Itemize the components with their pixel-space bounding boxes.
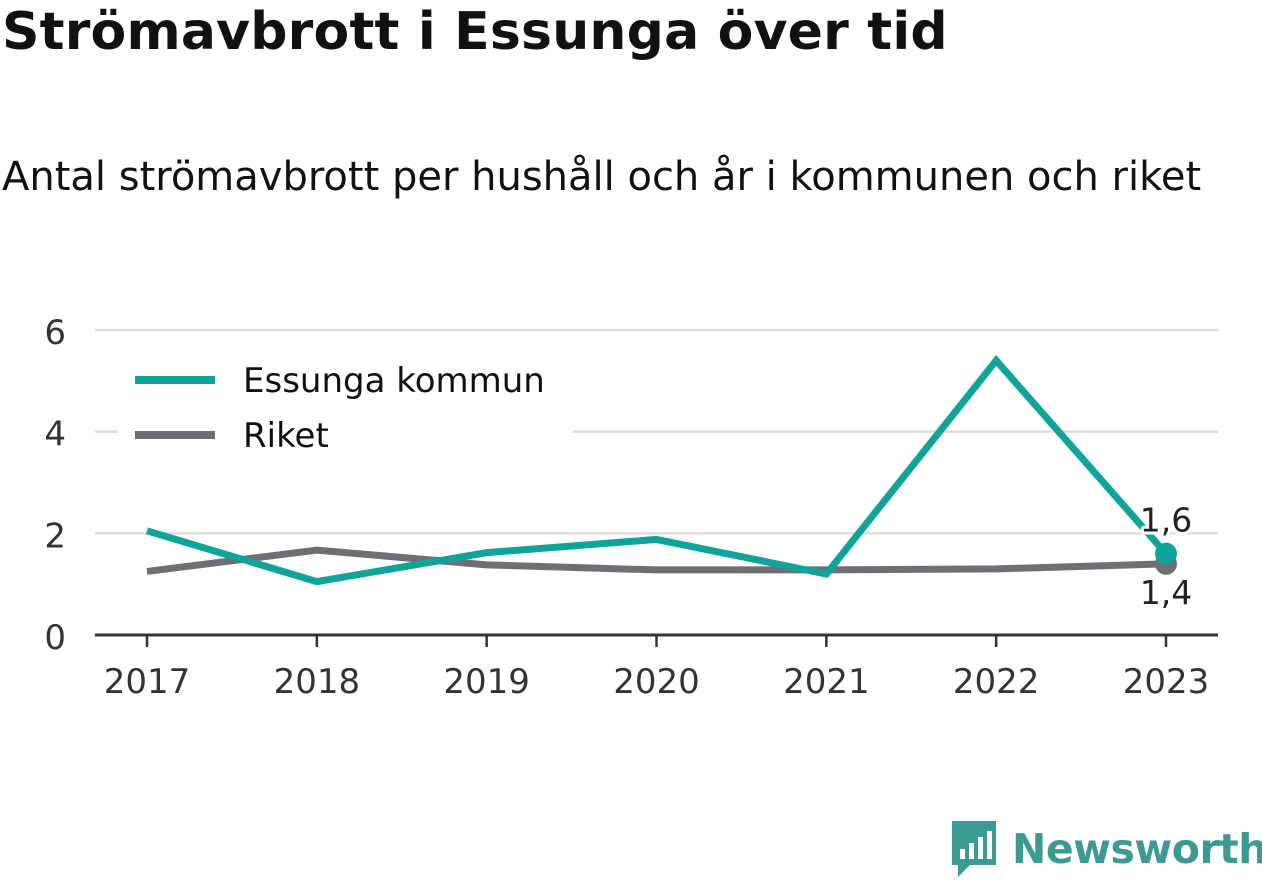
y-axis-ticks: 0 2 4 6 bbox=[44, 313, 66, 658]
series-lines bbox=[145, 355, 1177, 586]
x-axis: 2017 2018 2019 2020 2021 2022 2023 bbox=[95, 633, 1218, 702]
chart-subtitle: Antal strömavbrott per hushåll och år i … bbox=[2, 154, 1202, 200]
series-line bbox=[145, 355, 1169, 586]
x-tick-label: 2020 bbox=[613, 662, 700, 702]
y-tick-label: 4 bbox=[44, 415, 66, 455]
x-tick-label: 2019 bbox=[443, 662, 530, 702]
newsworthy-logo: Newsworthy bbox=[950, 818, 1262, 880]
end-value-label: 1,4 bbox=[1140, 573, 1192, 612]
series-end-point bbox=[1155, 542, 1177, 565]
y-tick-label: 2 bbox=[44, 516, 66, 556]
legend-background bbox=[118, 350, 573, 462]
x-tick-label: 2021 bbox=[783, 662, 870, 702]
legend-label: Essunga kommun bbox=[243, 361, 545, 401]
legend-label: Riket bbox=[243, 416, 329, 456]
y-tick-label: 0 bbox=[44, 618, 66, 658]
chart-title: Strömavbrott i Essunga över tid bbox=[2, 2, 948, 62]
legend: Essunga kommun Riket bbox=[118, 350, 573, 462]
end-labels: 1,6 1,4 bbox=[1137, 498, 1195, 615]
brand-name: Newsworthy bbox=[1012, 825, 1262, 873]
end-value-label: 1,6 bbox=[1140, 501, 1192, 540]
x-tick-label: 2023 bbox=[1123, 662, 1210, 702]
x-tick-label: 2018 bbox=[274, 662, 361, 702]
x-tick-label: 2017 bbox=[104, 662, 191, 702]
x-tick-label: 2022 bbox=[953, 662, 1040, 702]
series-line bbox=[146, 546, 1167, 575]
newsworthy-logo-icon bbox=[952, 821, 996, 877]
y-tick-label: 6 bbox=[44, 313, 66, 353]
